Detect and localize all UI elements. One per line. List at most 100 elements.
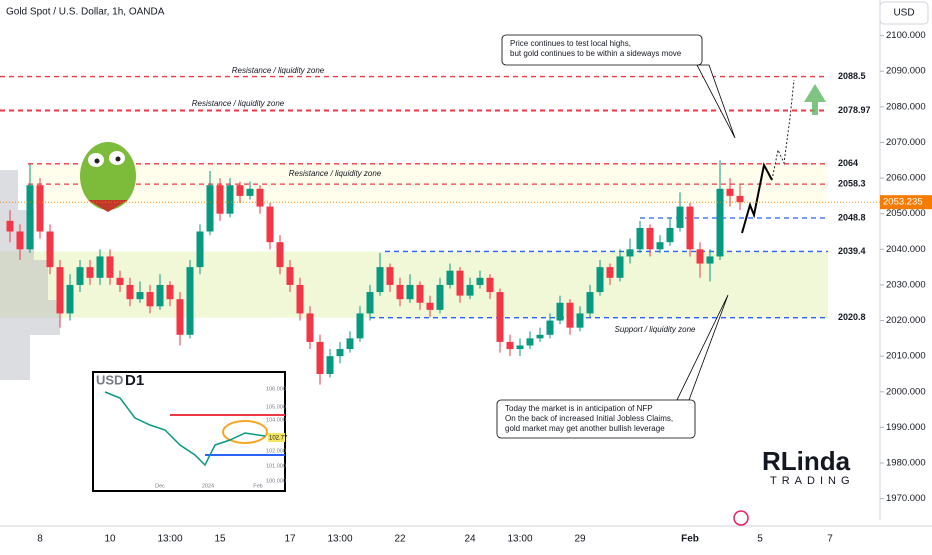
x-tick-label: 5 — [757, 534, 763, 545]
currency[interactable]: USD — [893, 8, 914, 19]
x-tick-label: 22 — [394, 534, 406, 545]
candle-body — [456, 270, 464, 296]
inset-x-label: Dec — [155, 483, 165, 489]
candle-body — [666, 227, 674, 243]
candle-body — [206, 185, 214, 232]
candle-body — [716, 188, 724, 257]
currency-box[interactable] — [879, 1, 929, 25]
candle-body — [306, 313, 314, 342]
level-label-bg — [832, 70, 876, 83]
candle-body — [596, 267, 604, 293]
inset-x-label: 2024 — [202, 483, 214, 489]
candle-body — [326, 356, 334, 374]
y-tick-label: 2100.000 — [886, 30, 926, 41]
candle-body — [546, 320, 554, 335]
inset-currency: USD — [96, 372, 123, 387]
x-tick-label: 7 — [827, 534, 833, 545]
candle-body — [586, 292, 594, 314]
candle-body — [466, 284, 474, 296]
candle-body — [676, 206, 684, 228]
candle-body — [46, 231, 54, 268]
candle-body — [226, 185, 234, 214]
zone-label: Resistance / liquidity zone — [192, 99, 285, 108]
y-tick-label: 2050.000 — [886, 208, 926, 219]
y-tick-label: 2070.000 — [886, 137, 926, 148]
candle-body — [356, 313, 364, 339]
candle-body — [146, 292, 154, 307]
inset-y-tick: 106.000 — [266, 386, 286, 392]
candle-body — [556, 302, 564, 321]
callout-text: On the back of increased Initial Jobless… — [505, 414, 673, 423]
inset-y-tick: 100.000 — [266, 478, 286, 484]
y-tick-label: 1980.000 — [886, 458, 926, 469]
candle-body — [736, 195, 744, 203]
zone-label: Support / liquidity zone — [615, 325, 696, 334]
level-label: 2039.4 — [838, 246, 866, 256]
candle-body — [366, 292, 374, 314]
candle-body — [426, 302, 434, 310]
candle-body — [296, 284, 304, 314]
candle-body — [126, 284, 134, 300]
candle-body — [176, 299, 184, 335]
candle-body — [216, 185, 224, 214]
candle-body — [706, 256, 714, 264]
level-label-bg — [832, 211, 876, 224]
candle-body — [16, 231, 24, 250]
candle-body — [66, 284, 74, 314]
candle-body — [646, 227, 654, 250]
y-tick-label: 2060.000 — [886, 173, 926, 184]
meme-image — [80, 142, 136, 212]
inset-timeframe: D1 — [125, 372, 144, 389]
candle-body — [656, 242, 664, 250]
candle-body — [726, 188, 734, 196]
candle-body — [36, 185, 44, 232]
level-label: 2078.97 — [838, 105, 871, 115]
forecast-path — [741, 79, 826, 234]
y-tick-label: 2080.000 — [886, 101, 926, 112]
candle-body — [316, 341, 324, 374]
inset-y-tick: 102.000 — [266, 448, 286, 454]
candle-body — [286, 267, 294, 285]
level-label: 2088.5 — [838, 71, 866, 81]
y-tick-label: 2000.000 — [886, 386, 926, 397]
callout-text: but gold continues to be within a sidewa… — [510, 49, 682, 58]
callout-text: Price continues to test local highs, — [510, 39, 631, 48]
candle-body — [486, 277, 494, 293]
level-label: 2020.8 — [838, 312, 866, 322]
logo-sub: TRADING — [770, 475, 855, 487]
x-tick-label: 15 — [214, 534, 226, 545]
candle-body — [116, 277, 124, 285]
y-tick-label: 1990.000 — [886, 422, 926, 433]
candle-body — [6, 220, 14, 232]
candle-body — [246, 188, 254, 196]
y-tick-label: 1970.000 — [886, 493, 926, 504]
candle-body — [396, 284, 404, 300]
chart-title: Gold Spot / U.S. Dollar, 1h, OANDA — [6, 7, 165, 18]
candle-body — [446, 270, 454, 285]
candle-body — [536, 334, 544, 339]
candle-body — [196, 231, 204, 268]
x-tick-label: 10 — [104, 534, 116, 545]
callout-text: Today the market is in anticipation of N… — [505, 404, 653, 413]
x-tick-label: 13:00 — [157, 534, 182, 545]
candle-body — [496, 292, 504, 342]
candle-body — [376, 267, 384, 293]
callout-tail — [696, 64, 736, 139]
candle-body — [276, 242, 284, 268]
candle-body — [626, 249, 634, 257]
candle-body — [86, 267, 94, 278]
inset-y-tick: 105.000 — [266, 404, 286, 410]
candle-body — [256, 188, 264, 207]
inset-y-tick: 101.000 — [266, 463, 286, 469]
y-tick-label: 2090.000 — [886, 66, 926, 77]
candle-body — [526, 338, 534, 346]
candle-body — [696, 249, 704, 264]
inset-price: 102.77 — [269, 436, 288, 442]
candle-body — [636, 227, 644, 250]
candle-body — [76, 267, 84, 285]
candle-body — [56, 267, 64, 314]
candle-body — [26, 185, 34, 250]
candle-body — [336, 349, 344, 357]
candle-body — [506, 341, 514, 350]
inset-price-tag — [268, 433, 285, 442]
